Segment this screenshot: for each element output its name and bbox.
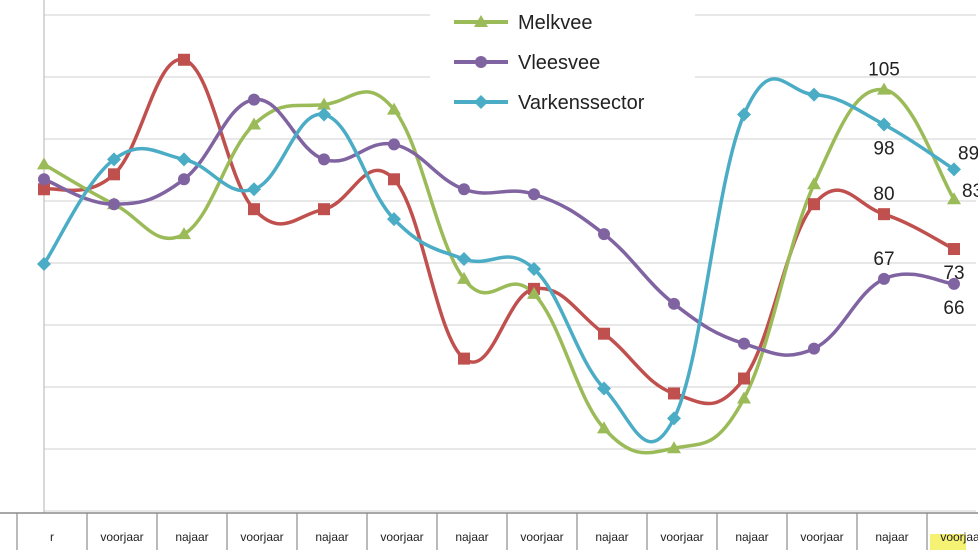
data-point xyxy=(457,271,471,284)
data-point xyxy=(738,337,750,350)
data-point xyxy=(808,198,820,211)
data-label: 98 xyxy=(873,139,894,160)
data-point xyxy=(667,411,681,426)
plot-area xyxy=(0,0,978,514)
data-point xyxy=(247,117,261,130)
data-point xyxy=(177,152,191,167)
data-point xyxy=(807,177,821,190)
data-point xyxy=(597,381,611,396)
data-point xyxy=(458,352,470,365)
x-tick-label: voorjaar xyxy=(100,530,143,544)
data-labels: 105 98 89 83 80 67 73 66 xyxy=(868,60,978,319)
data-point xyxy=(527,286,541,299)
data-point xyxy=(737,107,751,122)
x-tick-label: voorjaar xyxy=(800,530,843,544)
x-tick-label: najaar xyxy=(595,530,628,544)
data-point xyxy=(178,53,190,66)
highlight-mark xyxy=(930,534,966,550)
x-tick-label: najaar xyxy=(735,530,768,544)
data-point xyxy=(597,421,611,434)
x-tick-label: najaar xyxy=(315,530,348,544)
data-label: 73 xyxy=(943,263,964,284)
data-point xyxy=(948,277,960,290)
x-tick-label: voorjaar xyxy=(380,530,423,544)
data-point xyxy=(318,153,330,166)
x-tick-label: voorjaar xyxy=(660,530,703,544)
data-point xyxy=(527,261,541,276)
data-point xyxy=(38,173,50,186)
x-tick-label: najaar xyxy=(875,530,908,544)
data-point xyxy=(107,152,121,167)
legend-marker xyxy=(474,15,488,27)
data-point xyxy=(668,387,680,400)
data-point xyxy=(318,203,330,216)
data-label: 80 xyxy=(873,184,894,205)
data-point xyxy=(948,243,960,256)
data-point xyxy=(108,198,120,211)
series-line-vleesvee xyxy=(43,97,955,357)
data-label: 89 xyxy=(958,143,978,164)
x-tick-label: voorjaar xyxy=(240,530,283,544)
data-point xyxy=(388,138,400,151)
data-point xyxy=(387,212,401,227)
data-label: 83 xyxy=(962,181,978,202)
data-point xyxy=(598,228,610,241)
data-label: 105 xyxy=(868,60,900,81)
x-axis: r voorjaar najaar voorjaar najaar voorjaar naj… xyxy=(16,513,978,550)
legend-label: Varkenssector xyxy=(518,92,645,114)
data-point xyxy=(878,208,890,221)
legend-label: Vleesvee xyxy=(518,52,600,74)
x-tick-label: r xyxy=(50,530,54,544)
x-tick-label: najaar xyxy=(455,530,488,544)
data-point xyxy=(317,97,331,110)
series-lines xyxy=(42,57,956,455)
data-label: 66 xyxy=(943,298,964,319)
data-point xyxy=(108,168,120,181)
data-point xyxy=(457,251,471,266)
x-tick-label: voorjaar xyxy=(520,530,563,544)
legend-label: Melkvee xyxy=(518,12,592,34)
legend-marker xyxy=(475,56,487,68)
data-point xyxy=(808,342,820,355)
data-point xyxy=(458,183,470,196)
data-point xyxy=(178,173,190,186)
data-point xyxy=(247,182,261,197)
data-point xyxy=(248,93,260,106)
data-point xyxy=(947,162,961,177)
data-point xyxy=(877,117,891,132)
data-point xyxy=(667,441,681,454)
data-point xyxy=(947,192,961,205)
series-markers xyxy=(37,53,961,454)
data-point xyxy=(317,107,331,122)
data-point xyxy=(737,391,751,404)
data-point xyxy=(877,82,891,95)
data-point xyxy=(37,157,51,170)
data-point xyxy=(807,87,821,102)
data-point xyxy=(598,327,610,340)
series-line-varkenssector xyxy=(42,77,955,444)
data-point xyxy=(37,256,51,271)
data-point xyxy=(388,173,400,186)
data-point xyxy=(38,183,50,196)
data-point xyxy=(528,188,540,201)
data-point xyxy=(738,372,750,385)
x-tick-label: voorjaar xyxy=(940,530,978,544)
legend: Melkvee Vleesvee Varkenssector xyxy=(430,0,695,125)
series-line-melkvee xyxy=(43,87,956,455)
data-label: 67 xyxy=(873,249,894,270)
data-point xyxy=(248,203,260,216)
x-tick-label: najaar xyxy=(175,530,208,544)
data-point xyxy=(668,297,680,310)
data-point xyxy=(177,227,191,240)
legend-marker xyxy=(474,95,488,109)
data-point xyxy=(878,272,890,285)
data-point xyxy=(387,102,401,115)
